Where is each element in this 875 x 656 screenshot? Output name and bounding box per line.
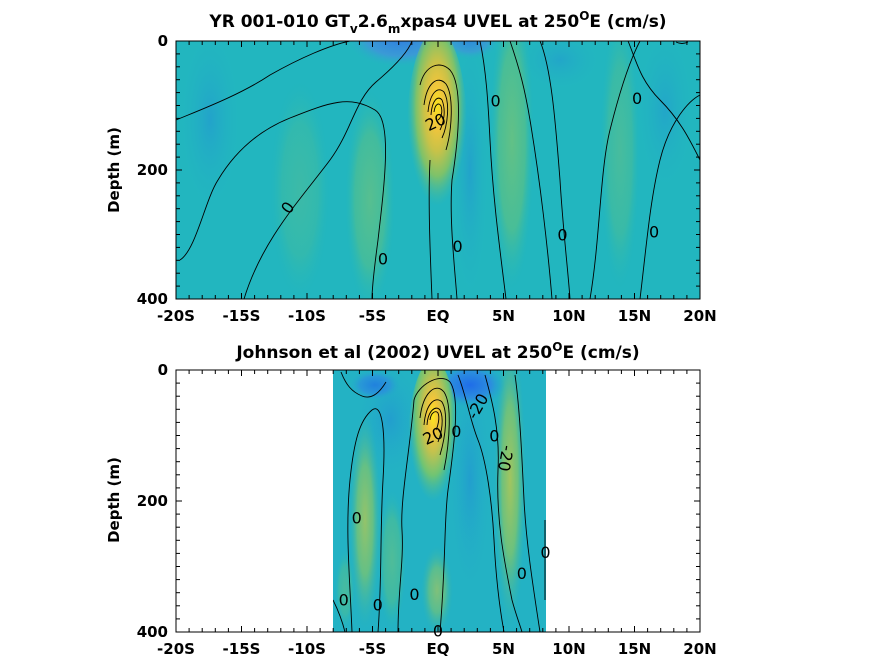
bottom-contour-label: 0 — [352, 508, 362, 527]
bottom-x-tick-label: 5N — [492, 640, 515, 656]
top-y-axis-label: Depth (m) — [105, 127, 123, 213]
bottom-x-tick-label: 20N — [683, 640, 716, 656]
bottom-x-tick-label: 10N — [552, 640, 585, 656]
top-contour-label: 0 — [632, 89, 642, 108]
top-contour-label: 0 — [378, 249, 388, 268]
top-contour-label: 0 — [649, 222, 659, 241]
bottom-contour-label: 0 — [451, 422, 461, 441]
top-x-tick-label: -15S — [223, 307, 261, 325]
top-contour-label: 0 — [557, 226, 567, 245]
top-y-tick-label: 400 — [137, 290, 168, 308]
top-axis-ticks: -20S -15S -10S -5S EQ 5N 10N 15N 20N 0 200 400 — [137, 32, 717, 325]
bottom-chart-title: Johnson et al (2002) UVEL at 250OE (cm/s… — [235, 340, 639, 363]
top-contour-label: 0 — [491, 91, 501, 110]
top-x-tick-label: EQ — [427, 307, 450, 325]
bottom-contour-label: 0 — [409, 585, 419, 604]
bottom-x-tick-label: -10S — [288, 640, 326, 656]
bottom-x-tick-label: -5S — [359, 640, 386, 656]
bottom-x-tick-label: -15S — [223, 640, 261, 656]
bottom-x-tick-label: -20S — [157, 640, 195, 656]
top-chart-title: YR 001-010 GTv2.6mxpas4 UVEL at 250OE (c… — [208, 9, 666, 36]
bottom-contour-label: 0 — [373, 595, 383, 614]
top-y-tick-label: 200 — [137, 161, 168, 179]
bottom-contour-label: 0 — [540, 543, 550, 562]
top-velocity-field — [176, 41, 700, 299]
bottom-axis-ticks: -20S -15S -10S -5S EQ 5N 10N 15N 20N 0 200 400 — [137, 361, 717, 656]
bottom-contour-label: -20 — [494, 444, 517, 473]
bottom-y-tick-label: 400 — [137, 623, 168, 641]
bottom-y-tick-label: 200 — [137, 492, 168, 510]
bottom-y-tick-label: 0 — [158, 361, 168, 379]
top-y-tick-label: 0 — [158, 32, 168, 50]
bottom-velocity-field — [333, 370, 546, 632]
top-x-tick-label: 10N — [552, 307, 585, 325]
top-x-tick-label: -20S — [157, 307, 195, 325]
bottom-contour-label: 0 — [339, 590, 349, 609]
top-x-tick-label: 15N — [618, 307, 651, 325]
top-x-tick-label: 5N — [492, 307, 515, 325]
bottom-y-axis-label: Depth (m) — [105, 457, 123, 543]
bottom-x-tick-label: 15N — [618, 640, 651, 656]
top-x-tick-label: -10S — [288, 307, 326, 325]
bottom-contour-label: 0 — [489, 427, 499, 446]
bottom-contour-label: 0 — [517, 564, 527, 583]
bottom-x-tick-label: EQ — [427, 640, 450, 656]
top-contour-label: 0 — [453, 237, 463, 256]
top-x-tick-label: 20N — [683, 307, 716, 325]
top-x-tick-label: -5S — [359, 307, 386, 325]
